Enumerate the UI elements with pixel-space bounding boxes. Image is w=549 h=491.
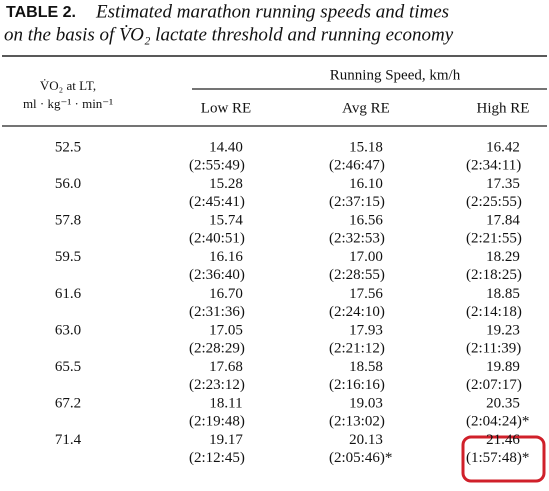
speed: 16.42 [486, 139, 520, 155]
time: (2:18:25) [466, 267, 522, 283]
time: (2:40:51) [189, 231, 245, 247]
time: (2:16:16) [329, 377, 385, 393]
time: (2:28:29) [189, 340, 245, 356]
time: (2:34:11) [466, 157, 521, 173]
time: (2:07:17) [466, 377, 522, 393]
time: (2:21:55) [466, 231, 522, 247]
speed: 17.84 [486, 213, 520, 229]
speed: 17.00 [349, 249, 383, 265]
vo2-value: 57.8 [55, 213, 81, 229]
speed: 15.28 [209, 176, 243, 192]
time: (2:05:46)* [329, 450, 392, 466]
highlight-box [461, 435, 546, 483]
time: (2:45:41) [189, 194, 245, 210]
group-header: Running Speed, km/h [330, 67, 461, 83]
speed: 16.70 [209, 286, 243, 302]
vo2-value: 63.0 [55, 322, 81, 338]
time: (2:23:12) [189, 377, 245, 393]
time: (2:14:18) [466, 304, 522, 320]
vo2-value: 56.0 [55, 176, 81, 192]
speed: 19.03 [349, 396, 383, 412]
row-header: ml · kg⁻¹ · min⁻¹ [23, 96, 113, 111]
time: (2:19:48) [189, 414, 245, 430]
speed: 17.35 [486, 176, 520, 192]
vo2-value: 61.6 [55, 286, 82, 302]
time: (2:24:10) [329, 304, 385, 320]
time: (2:04:24)* [466, 414, 529, 430]
time: (2:55:49) [189, 157, 245, 173]
time: (2:13:02) [329, 414, 385, 430]
speed: 18.11 [209, 396, 242, 412]
speed: 16.56 [349, 213, 383, 229]
speed: 16.10 [349, 176, 383, 192]
speed: 17.68 [209, 359, 243, 375]
table-label: TABLE 2. [6, 4, 76, 21]
speed: 16.16 [209, 249, 243, 265]
speed: 20.13 [349, 432, 383, 448]
speed: 17.93 [349, 322, 383, 338]
speed: 19.17 [209, 432, 243, 448]
speed: 18.29 [486, 249, 520, 265]
vo2-value: 59.5 [55, 249, 81, 265]
speed: 18.58 [349, 359, 383, 375]
column-header: Low RE [201, 100, 251, 116]
time: (1:57:48)* [466, 450, 529, 466]
time: (2:46:47) [329, 157, 385, 173]
vo2-value: 52.5 [55, 139, 81, 155]
speed: 14.40 [209, 139, 243, 155]
vo2-value: 67.2 [55, 396, 81, 412]
time: (2:11:39) [466, 340, 521, 356]
time: (2:28:55) [329, 267, 385, 283]
speed: 17.05 [209, 322, 243, 338]
speed: 19.23 [486, 322, 520, 338]
time: (2:25:55) [466, 194, 522, 210]
column-header: High RE [477, 100, 530, 116]
vo2-value: 65.5 [55, 359, 81, 375]
time: (2:31:36) [189, 304, 245, 320]
title-line: Estimated marathon running speeds and ti… [95, 1, 449, 22]
speed: 17.56 [349, 286, 383, 302]
time: (2:36:40) [189, 267, 245, 283]
speed: 15.74 [209, 213, 243, 229]
row-header: V̇O₂ at LT, [40, 78, 96, 93]
time: (2:21:12) [329, 340, 385, 356]
title-line: on the basis of V̇O₂ lactate threshold a… [4, 23, 454, 45]
time: (2:37:15) [329, 194, 385, 210]
time: (2:32:53) [329, 231, 385, 247]
vo2-value: 71.4 [55, 432, 82, 448]
speed: 21.46 [486, 432, 520, 448]
speed: 15.18 [349, 139, 383, 155]
time: (2:12:45) [189, 450, 245, 466]
speed: 20.35 [486, 396, 520, 412]
speed: 19.89 [486, 359, 520, 375]
column-header: Avg RE [342, 100, 390, 116]
speed: 18.85 [486, 286, 520, 302]
